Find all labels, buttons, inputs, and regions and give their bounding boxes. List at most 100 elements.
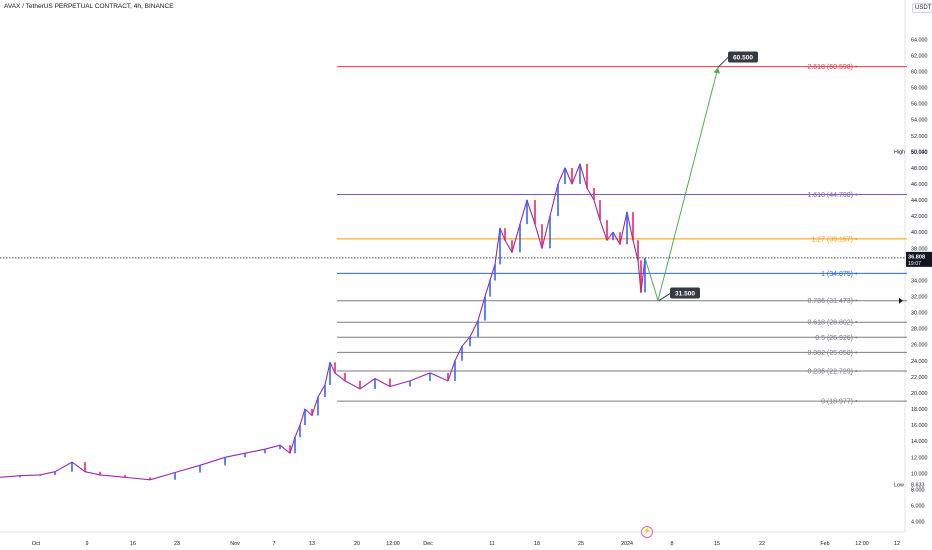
target-callout-high[interactable]: 60.500 — [728, 51, 758, 63]
candle — [504, 228, 506, 241]
candle — [477, 320, 479, 337]
x-tick-label: 12 — [894, 541, 900, 547]
candle — [294, 437, 296, 454]
candle — [541, 224, 543, 249]
fib-level-label: 0.236 (22.729) — [807, 369, 853, 376]
y-tick-label: 8.000 — [911, 487, 925, 493]
callout-pointer — [658, 293, 671, 301]
x-tick-label: 12:00 — [855, 541, 869, 547]
current-price-badge — [906, 251, 932, 267]
x-tick-label: 12:00 — [386, 541, 400, 547]
candle — [571, 167, 573, 184]
fib-level-dot: • — [855, 236, 858, 243]
candle — [174, 472, 176, 480]
candle — [279, 445, 281, 450]
callout-pointer — [717, 57, 729, 68]
candle — [612, 232, 614, 241]
target-callout-low[interactable]: 31.500 — [670, 287, 700, 299]
y-tick-label: 48.000 — [911, 166, 928, 172]
fib-level-label: 1.618 (44.700) — [807, 192, 853, 199]
candle — [84, 462, 86, 472]
y-tick-label: 10.000 — [911, 471, 928, 477]
candle — [586, 163, 588, 189]
y-tick-label: 34.000 — [911, 278, 928, 284]
fib-level-label: 1 (34.875) — [821, 271, 853, 278]
lightning-icon[interactable]: ⚡ — [641, 526, 653, 538]
x-tick-label: 20 — [354, 541, 360, 547]
fib-level-dot: • — [855, 320, 858, 327]
candle — [484, 296, 486, 321]
candle — [149, 477, 151, 480]
candle — [124, 474, 126, 478]
y-tick-label: 14.000 — [911, 439, 928, 445]
candle — [409, 380, 411, 387]
y-tick-label: 56.000 — [911, 102, 928, 108]
y-tick-label: 44.000 — [911, 198, 928, 204]
x-tick-label: 18 — [534, 541, 540, 547]
y-tick-label: 54.000 — [911, 118, 928, 124]
candle — [454, 360, 456, 381]
candle — [429, 372, 431, 381]
time-axis[interactable]: Oct 9 16 23 Nov 7 13 20 12:00 Dec 11 18 25 2024 8 15 22 F… — [0, 531, 905, 547]
fib-level-dot: • — [855, 298, 858, 305]
candle — [469, 336, 471, 347]
y-tick-label: 30.000 — [911, 311, 928, 317]
candle — [447, 372, 449, 381]
candle — [593, 188, 595, 201]
x-tick-label: 9 — [86, 541, 89, 547]
candle — [264, 449, 266, 454]
candle — [39, 474, 41, 476]
y-tick-label: 32.000 — [911, 295, 928, 301]
candle — [299, 425, 301, 438]
candle — [637, 240, 639, 261]
x-tick-label: 25 — [578, 541, 584, 547]
y-tick-label: 46.000 — [911, 182, 928, 188]
y-tick-label: 22.000 — [911, 375, 928, 381]
fib-level-dot: • — [855, 350, 858, 357]
fib-level-label: 0 (18.977) — [821, 399, 853, 406]
y-tick-label: 50.000 — [911, 150, 928, 156]
y-tick-label: 24.000 — [911, 359, 928, 365]
candle — [499, 228, 501, 265]
arrow-head — [713, 67, 720, 74]
fib-level-dot: • — [855, 192, 858, 199]
fib-level-label: 1.27 (39.167) — [811, 236, 853, 243]
fib-level-label: 0.618 (28.802) — [807, 320, 853, 327]
currency-button[interactable]: USDT — [912, 3, 932, 13]
y-tick-label: 62.000 — [911, 53, 928, 59]
fib-level-label: 0.5 (26.926) — [815, 335, 853, 342]
y-tick-label: 58.000 — [911, 86, 928, 92]
chart-title: AVAX / TetherUS PERPETUAL CONTRACT, 4h, … — [4, 3, 174, 10]
x-tick-label: 16 — [130, 541, 136, 547]
x-tick-label: 23 — [174, 541, 180, 547]
x-tick-label: Nov — [230, 541, 240, 547]
projection-path[interactable] — [644, 67, 719, 303]
candle — [579, 163, 581, 184]
candle — [511, 240, 513, 253]
x-tick-label: Feb — [820, 541, 829, 547]
callout-bg — [728, 51, 758, 63]
price-axis[interactable]: 4.000 6.000 8.000 10.000 12.000 14.000 16.000 1… — [904, 0, 928, 532]
candle — [304, 409, 306, 426]
current-price-value: 36.808 — [908, 254, 925, 260]
callout-text: 60.500 — [733, 54, 753, 61]
candle — [626, 212, 628, 245]
x-tick-label: 7 — [273, 541, 276, 547]
candle — [19, 475, 21, 478]
low-label: Low — [894, 482, 904, 488]
candle — [389, 378, 391, 387]
y-tick-label: 52.000 — [911, 134, 928, 140]
fib-level-dot: • — [855, 399, 858, 406]
price-series — [0, 163, 646, 481]
x-tick-label: 22 — [759, 541, 765, 547]
x-tick-label: 2024 — [621, 541, 633, 547]
high-label: High — [894, 150, 905, 156]
fibonacci-levels[interactable]: 2.618 (60.598) •1.618 (44.700) •1.27 (39.1… — [337, 64, 907, 406]
candle — [564, 167, 566, 184]
candle — [644, 257, 646, 293]
x-tick-label: Dec — [423, 541, 433, 547]
candle — [359, 380, 361, 389]
candle — [632, 212, 634, 241]
projection-arrow[interactable]: 31.500 60.500 — [644, 51, 758, 303]
